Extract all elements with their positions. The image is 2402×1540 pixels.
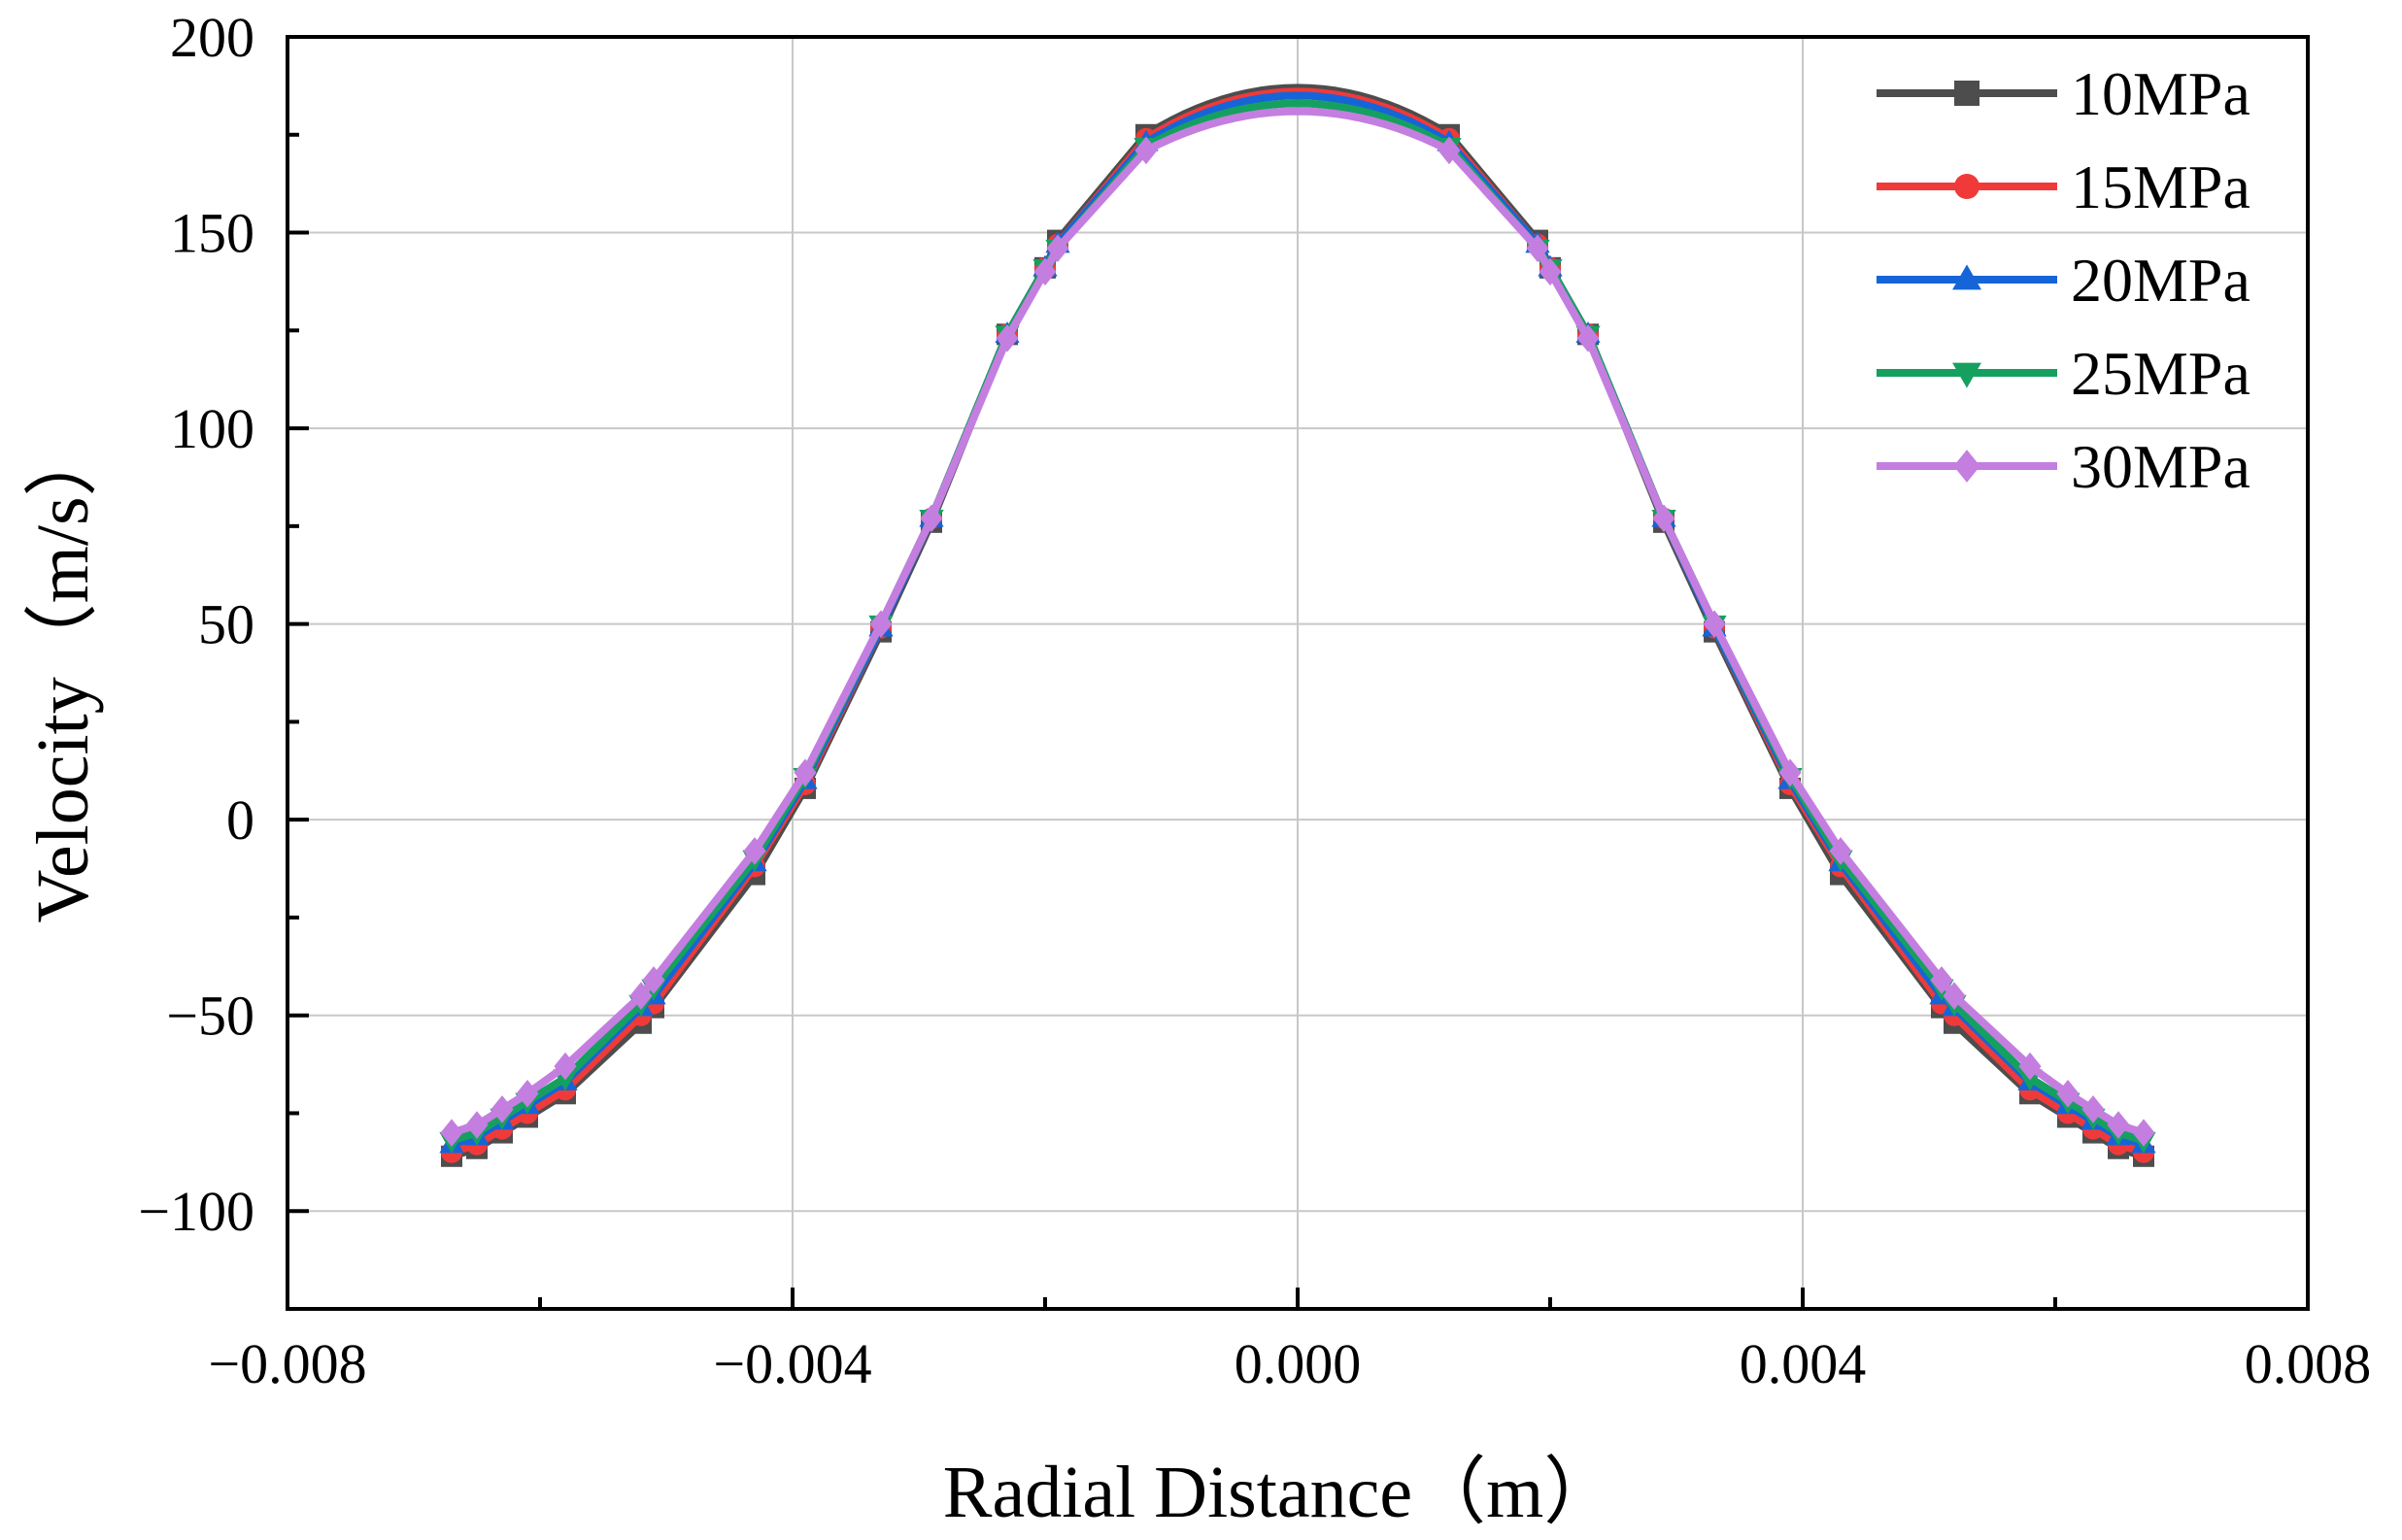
legend-label: 20MPa (2071, 246, 2250, 315)
data-point (2018, 1052, 2042, 1081)
data-point (1576, 324, 1600, 352)
data-point (2132, 1119, 2155, 1147)
legend-marker (1952, 264, 1981, 290)
y-tick-label: 200 (170, 6, 254, 69)
data-point (2056, 1080, 2080, 1108)
tick-labels: −0.008 −0.004 0.000 0.004 0.008 −100 −50 0 50 100… (138, 6, 2371, 1395)
data-point (1134, 136, 1158, 165)
data-point (516, 1080, 539, 1108)
legend-label: 25MPa (2071, 339, 2250, 408)
data-point (1829, 837, 1852, 865)
data-point (1652, 504, 1675, 533)
data-point (920, 504, 943, 533)
legend-item: 10MPa (1877, 59, 2250, 128)
data-point (465, 1111, 489, 1139)
legend-item: 15MPa (1877, 152, 2250, 221)
data-point (1703, 610, 1726, 638)
grid (288, 37, 2308, 1309)
data-point (1438, 136, 1461, 165)
legend-label: 15MPa (2071, 152, 2250, 221)
legend-marker (1953, 450, 1980, 483)
data-point (1526, 234, 1549, 262)
data-point (743, 837, 766, 865)
legend-marker (1954, 174, 1979, 199)
data-point (1033, 257, 1057, 286)
y-tick-label: −100 (138, 1180, 254, 1243)
y-tick-label: 50 (198, 593, 254, 656)
data-point (869, 610, 893, 638)
x-tick-label: −0.004 (713, 1332, 871, 1395)
data-point (629, 982, 653, 1010)
data-point (996, 324, 1019, 352)
series-30MPa (440, 107, 2155, 1147)
data-point (1539, 257, 1562, 286)
y-tick-label: −50 (166, 985, 254, 1048)
legend-item: 25MPa (1877, 339, 2250, 408)
y-tick-label: 100 (170, 397, 254, 460)
data-point (1778, 758, 1802, 787)
data-point (2081, 1095, 2105, 1123)
legend-marker (1952, 362, 1981, 388)
x-tick-label: 0.000 (1235, 1332, 1362, 1395)
x-tick-label: −0.008 (208, 1332, 366, 1395)
data-point (794, 758, 817, 787)
y-axis-title: Velocity（m/s） (22, 422, 104, 922)
data-point (642, 966, 665, 994)
legend-item: 30MPa (1877, 432, 2250, 501)
x-tick-label: 0.008 (2245, 1332, 2372, 1395)
data-point (491, 1095, 514, 1123)
data-point (2107, 1111, 2130, 1139)
legend: 10MPa 15MPa 20MPa 25MPa 30MPa (1877, 59, 2250, 501)
y-tick-label: 150 (170, 202, 254, 265)
ticks (286, 35, 2310, 1311)
data-point (554, 1052, 577, 1081)
legend-label: 10MPa (2071, 59, 2250, 128)
data-point (1943, 982, 1966, 1010)
legend-item: 20MPa (1877, 246, 2250, 315)
data-point (1046, 234, 1069, 262)
y-tick-label: 0 (226, 788, 254, 852)
x-axis-title: Radial Distance（m） (943, 1452, 1617, 1533)
legend-label: 30MPa (2071, 432, 2250, 501)
data-point (440, 1119, 463, 1147)
series-line (450, 107, 2146, 1137)
series-layer (439, 84, 2156, 1167)
legend-marker (1954, 81, 1979, 106)
data-point (1930, 966, 1953, 994)
x-tick-label: 0.004 (1740, 1332, 1867, 1395)
